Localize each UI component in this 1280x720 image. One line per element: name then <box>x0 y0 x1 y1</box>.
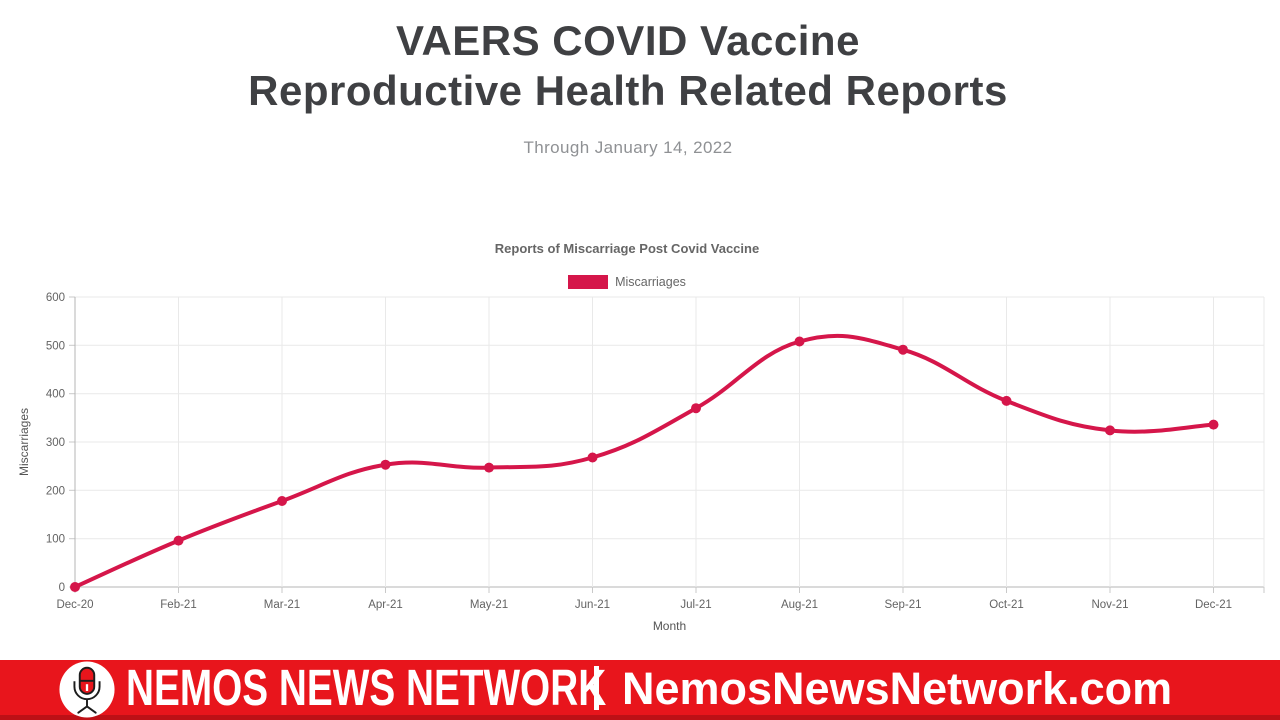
svg-text:500: 500 <box>46 340 65 352</box>
svg-text:Jul-21: Jul-21 <box>680 599 711 611</box>
chart-legend: Miscarriages <box>0 274 1254 290</box>
svg-text:Mar-21: Mar-21 <box>264 599 300 611</box>
svg-text:Oct-21: Oct-21 <box>989 599 1024 611</box>
svg-text:Miscarriages: Miscarriages <box>17 408 31 476</box>
svg-text:Feb-21: Feb-21 <box>160 599 196 611</box>
svg-text:May-21: May-21 <box>470 599 508 611</box>
svg-text:Aug-21: Aug-21 <box>781 599 818 611</box>
page-title-line1: VAERS COVID Vaccine <box>396 17 860 64</box>
banner: NEMOS NEWS NETWORK NemosNewsNetwork.com <box>0 660 1280 720</box>
svg-text:0: 0 <box>59 582 65 594</box>
legend-label: Miscarriages <box>615 275 686 289</box>
header: VAERS COVID Vaccine Reproductive Health … <box>0 16 1256 158</box>
legend-swatch <box>568 275 609 289</box>
page-title: VAERS COVID Vaccine Reproductive Health … <box>0 16 1256 116</box>
banner-brand-name: NEMOS NEWS NETWORK <box>126 659 607 716</box>
svg-text:600: 600 <box>46 292 65 304</box>
svg-text:300: 300 <box>46 437 65 449</box>
svg-text:Nov-21: Nov-21 <box>1091 599 1128 611</box>
svg-text:Apr-21: Apr-21 <box>368 599 403 611</box>
line-chart-plot: 0 100 200 300 400 500 600 Dec-20 Feb-21 Mar-21 Apr… <box>17 292 1265 633</box>
svg-text:Dec-20: Dec-20 <box>56 599 93 611</box>
svg-text:200: 200 <box>46 485 65 497</box>
banner-divider <box>594 666 599 710</box>
chart-title: Reports of Miscarriage Post Covid Vaccin… <box>494 241 760 256</box>
svg-text:Sep-21: Sep-21 <box>884 599 921 611</box>
svg-text:400: 400 <box>46 389 65 401</box>
microphone-icon <box>59 661 115 718</box>
svg-text:Month: Month <box>653 619 686 633</box>
page-title-line2: Reproductive Health Related Reports <box>248 67 1008 114</box>
page-subtitle: Through January 14, 2022 <box>523 138 733 157</box>
banner-url: NemosNewsNetwork.com <box>622 663 1173 714</box>
svg-text:Dec-21: Dec-21 <box>1195 599 1232 611</box>
svg-text:Jun-21: Jun-21 <box>575 599 610 611</box>
svg-text:100: 100 <box>46 534 65 546</box>
